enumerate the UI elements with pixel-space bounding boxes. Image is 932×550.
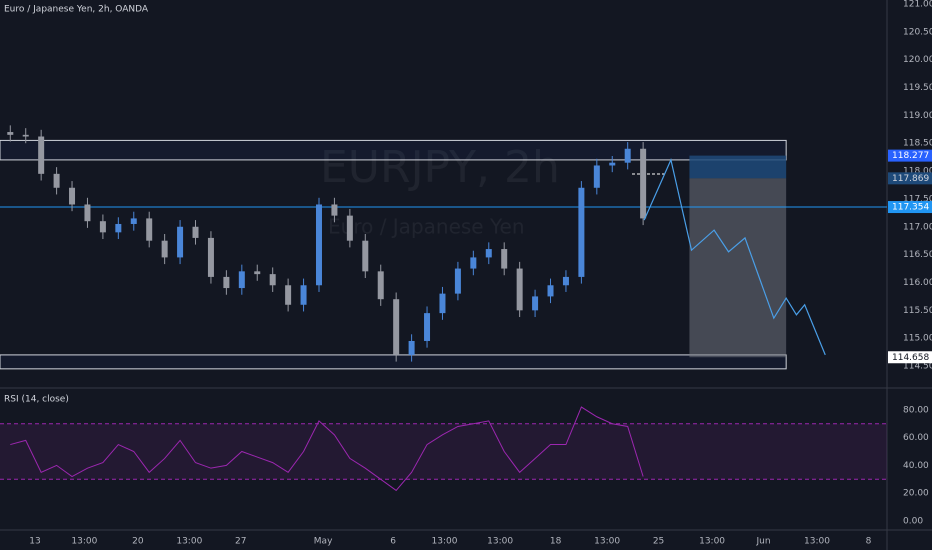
candle-body <box>69 187 76 205</box>
x-tick-label: 13:00 <box>594 537 620 547</box>
candle-body <box>609 162 616 166</box>
zone <box>0 139 787 161</box>
candle-body <box>22 134 29 137</box>
x-tick-label: 18 <box>550 537 562 547</box>
candle-body <box>238 271 245 289</box>
x-tick-label: Jun <box>755 537 770 547</box>
candle-body <box>470 257 477 269</box>
y-tick-label: 115.000 <box>903 334 932 344</box>
candle-body <box>223 276 230 289</box>
target-region <box>689 178 787 358</box>
candle-body <box>331 204 338 216</box>
y-tick-label: 0.00 <box>903 516 923 526</box>
y-tick-label: 116.000 <box>903 278 932 288</box>
candle-body <box>532 296 539 311</box>
price-tag: 114.658 <box>892 353 929 363</box>
rsi-title: RSI (14, close) <box>4 395 69 405</box>
price-tag-bg <box>888 149 932 162</box>
candle-body <box>547 285 554 297</box>
price-tag: 117.354 <box>892 203 929 213</box>
x-tick-label: 20 <box>132 537 144 547</box>
price-tag-bg <box>888 201 932 214</box>
y-tick-label: 114.500 <box>903 362 932 372</box>
x-tick-label: 27 <box>235 537 246 547</box>
y-tick-label: 40.00 <box>903 461 929 471</box>
candle-body <box>285 285 292 305</box>
price-tag-bg <box>888 172 932 185</box>
candle-body <box>640 148 647 219</box>
candle-body <box>578 187 585 277</box>
y-tick-label: 121.000 <box>903 0 932 9</box>
x-tick-label: 25 <box>653 537 664 547</box>
candle-body <box>99 221 106 233</box>
y-tick-label: 120.500 <box>903 27 932 37</box>
y-tick-label: 117.000 <box>903 222 932 232</box>
y-tick-label: 117.500 <box>903 194 932 204</box>
watermark-subtitle: Euro / Japanese Yen <box>328 215 525 239</box>
candle-body <box>501 249 508 269</box>
chart-title: Euro / Japanese Yen, 2h, OANDA <box>4 5 149 15</box>
watermark: EURJPY, 2h <box>320 142 560 193</box>
candle-body <box>130 218 137 224</box>
y-tick-label: 118.500 <box>903 139 932 149</box>
candle-body <box>7 132 14 135</box>
y-tick-label: 115.500 <box>903 306 932 316</box>
candle-body <box>192 226 199 238</box>
candle-body <box>38 136 45 174</box>
x-tick-label: 13:00 <box>804 537 830 547</box>
candle-body <box>439 293 446 314</box>
candle-body <box>393 299 400 355</box>
candle-body <box>593 165 600 188</box>
forecast-line <box>643 158 826 356</box>
stop-region <box>689 155 787 179</box>
candle-body <box>254 271 261 275</box>
x-tick-label: 13:00 <box>176 537 202 547</box>
y-tick-label: 119.500 <box>903 83 932 93</box>
rsi-line <box>10 406 644 492</box>
candle-body <box>84 204 91 222</box>
candle-body <box>146 218 153 241</box>
y-tick-label: 120.000 <box>903 55 932 65</box>
x-tick-label: 13 <box>29 537 40 547</box>
y-tick-label: 20.00 <box>903 489 929 499</box>
x-tick-label: 6 <box>390 537 396 547</box>
candle-body <box>424 313 431 341</box>
candle-body <box>161 240 168 258</box>
candle-body <box>485 249 492 258</box>
candle-body <box>408 340 415 355</box>
zone <box>0 354 787 370</box>
x-tick-label: 13:00 <box>71 537 97 547</box>
y-tick-label: 60.00 <box>903 433 929 443</box>
y-tick-label: 116.500 <box>903 250 932 260</box>
candle-body <box>516 268 523 311</box>
candle-body <box>315 204 322 286</box>
candle-body <box>53 173 60 188</box>
candle-body <box>207 237 214 277</box>
price-tag: 117.869 <box>892 174 929 184</box>
x-tick-label: 13:00 <box>487 537 513 547</box>
price-tag: 118.277 <box>892 151 929 161</box>
x-tick-label: 8 <box>866 537 872 547</box>
x-tick-label: 13:00 <box>432 537 458 547</box>
candle-body <box>624 148 631 163</box>
price-tag-bg <box>888 351 932 364</box>
candle-body <box>269 274 276 286</box>
candle-body <box>346 215 353 241</box>
candle-body <box>454 268 461 294</box>
candle-body <box>362 240 369 272</box>
y-tick-label: 118.000 <box>903 167 932 177</box>
y-tick-label: 80.00 <box>903 405 929 415</box>
y-tick-label: 119.000 <box>903 111 932 121</box>
x-tick-label: 13:00 <box>699 537 725 547</box>
x-tick-label: May <box>314 537 333 547</box>
candle-body <box>300 285 307 305</box>
candle-body <box>115 223 122 233</box>
candle-body <box>377 271 384 300</box>
candle-body <box>562 276 569 286</box>
candle-body <box>177 226 184 258</box>
